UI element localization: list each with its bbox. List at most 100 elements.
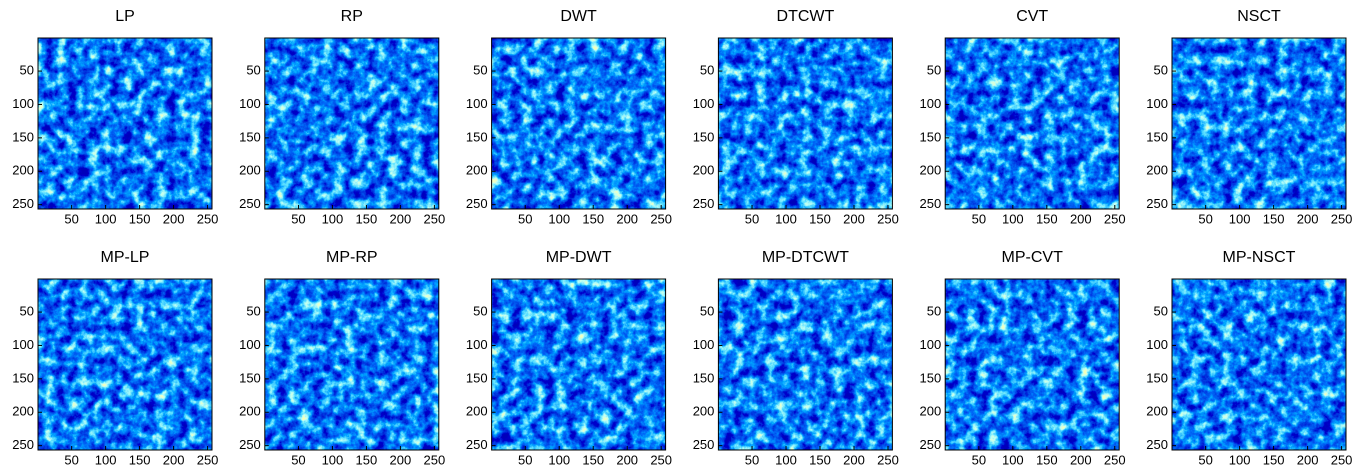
x-tick-label: 150	[1036, 211, 1058, 226]
x-tick-label: 150	[1263, 211, 1285, 226]
image	[718, 279, 893, 450]
x-tick-label: 150	[129, 211, 151, 226]
x-tick-label: 50	[291, 452, 305, 467]
x-tick-label: 100	[775, 211, 797, 226]
x-tick-label: 50	[64, 452, 78, 467]
y-tick-label: 50	[246, 63, 260, 78]
x-tick-label: 200	[163, 452, 185, 467]
y-tick-label: 250	[239, 437, 261, 452]
axes-box	[944, 37, 1120, 210]
y-tick-label: 250	[12, 437, 34, 452]
axes-box	[944, 278, 1120, 451]
y-tick-label: 100	[1146, 337, 1168, 352]
x-tick-label: 250	[1331, 211, 1353, 226]
y-tick-label: 200	[466, 163, 488, 178]
y-tick-label: 100	[239, 337, 261, 352]
y-tick-label: 100	[693, 96, 715, 111]
axes-box	[37, 37, 213, 210]
y-tick-label: 100	[12, 96, 34, 111]
y-tick-label: 50	[1154, 63, 1168, 78]
chart-title: MP-NSCT	[1223, 249, 1296, 266]
y-tick-label: 50	[1154, 304, 1168, 319]
x-tick-label: 200	[616, 452, 638, 467]
chart-title: MP-DTCWT	[762, 249, 849, 266]
x-tick-label: 200	[163, 211, 185, 226]
x-tick-label: 200	[1297, 211, 1319, 226]
y-tick-label: 100	[693, 337, 715, 352]
x-tick-label: 100	[322, 452, 344, 467]
x-tick-label: 150	[129, 452, 151, 467]
chart-title: MP-DWT	[546, 249, 612, 266]
x-tick-label: 250	[1104, 452, 1126, 467]
image	[264, 279, 439, 450]
y-tick-label: 250	[919, 196, 941, 211]
y-tick-label: 50	[246, 304, 260, 319]
image	[945, 279, 1120, 450]
x-tick-label: 250	[424, 211, 446, 226]
y-tick-label: 150	[239, 370, 261, 385]
x-tick-label: 250	[650, 452, 672, 467]
x-tick-label: 100	[95, 452, 117, 467]
x-tick-label: 250	[650, 211, 672, 226]
y-tick-label: 250	[1146, 196, 1168, 211]
y-tick-label: 200	[919, 404, 941, 419]
x-tick-label: 100	[775, 452, 797, 467]
y-tick-label: 200	[693, 404, 715, 419]
x-tick-label: 100	[548, 452, 570, 467]
y-tick-label: 250	[466, 437, 488, 452]
y-tick-label: 150	[12, 370, 34, 385]
y-tick-label: 200	[239, 163, 261, 178]
chart-title: MP-CVT	[1002, 249, 1064, 266]
x-tick-label: 150	[1036, 452, 1058, 467]
y-tick-label: 250	[693, 196, 715, 211]
x-tick-label: 150	[1263, 452, 1285, 467]
y-tick-label: 200	[1146, 404, 1168, 419]
y-tick-label: 200	[1146, 163, 1168, 178]
y-tick-label: 150	[919, 370, 941, 385]
y-tick-label: 100	[1146, 96, 1168, 111]
y-tick-label: 100	[919, 337, 941, 352]
chart-title: RP	[341, 8, 363, 25]
y-tick-label: 100	[919, 96, 941, 111]
image	[38, 279, 212, 450]
axes-box	[717, 37, 893, 210]
image	[1172, 38, 1346, 209]
y-tick-label: 250	[693, 437, 715, 452]
x-tick-label: 250	[424, 452, 446, 467]
y-tick-label: 50	[700, 63, 714, 78]
y-tick-label: 200	[466, 404, 488, 419]
x-tick-label: 50	[745, 211, 759, 226]
axes-box	[264, 278, 440, 451]
x-tick-label: 150	[809, 452, 831, 467]
y-tick-label: 50	[927, 63, 941, 78]
x-tick-label: 200	[1297, 452, 1319, 467]
x-tick-label: 50	[291, 211, 305, 226]
x-tick-label: 50	[972, 211, 986, 226]
y-tick-label: 100	[239, 96, 261, 111]
x-tick-label: 50	[518, 452, 532, 467]
y-tick-label: 50	[700, 304, 714, 319]
chart-title: MP-RP	[326, 249, 378, 266]
image	[264, 38, 439, 209]
y-tick-label: 150	[919, 129, 941, 144]
x-tick-label: 50	[1198, 452, 1212, 467]
y-tick-label: 150	[466, 370, 488, 385]
x-tick-label: 200	[1070, 211, 1092, 226]
y-tick-label: 250	[239, 196, 261, 211]
axes-box	[491, 278, 667, 451]
image	[491, 279, 666, 450]
x-tick-label: 100	[1229, 211, 1251, 226]
x-tick-label: 200	[390, 211, 412, 226]
x-tick-label: 150	[582, 452, 604, 467]
x-tick-label: 50	[745, 452, 759, 467]
x-tick-label: 150	[582, 211, 604, 226]
y-tick-label: 250	[919, 437, 941, 452]
y-tick-label: 50	[20, 304, 34, 319]
image	[491, 38, 666, 209]
chart-title: DWT	[560, 8, 597, 25]
x-tick-label: 50	[972, 452, 986, 467]
y-tick-label: 150	[693, 129, 715, 144]
axes-box	[264, 37, 440, 210]
x-tick-label: 250	[1331, 452, 1353, 467]
